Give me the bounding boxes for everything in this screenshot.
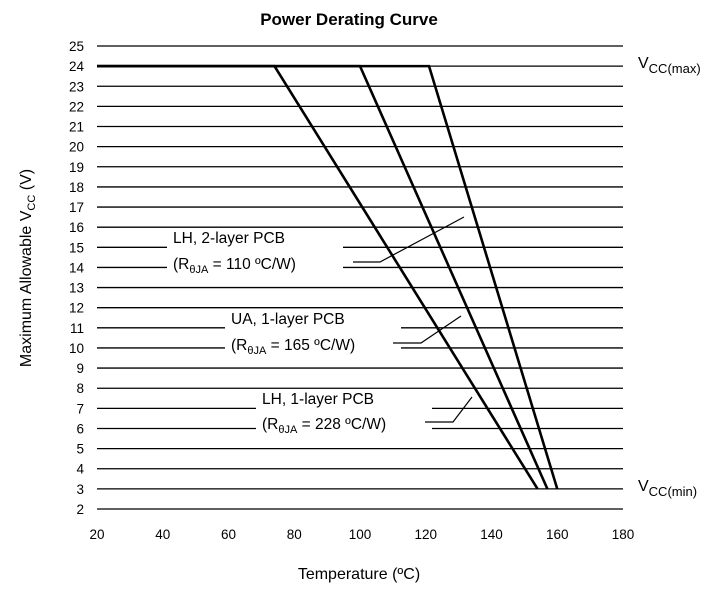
y-axis-label: Maximum Allowable VCC (V) [18, 169, 38, 367]
y-tick-label: 20 [69, 140, 84, 155]
y-tick-label: 17 [69, 200, 84, 215]
series-annotations: LH, 2-layer PCB (RθJA = 110 ºC/W) UA, 1-la… [167, 216, 473, 436]
annotation-background [167, 228, 343, 275]
y-tick-label: 19 [69, 160, 84, 175]
y-tick-label: 6 [76, 421, 84, 436]
y-tick-label: 11 [70, 321, 84, 336]
x-axis-ticks: 20 40 60 80 100 120 140 160 180 [89, 527, 634, 542]
y-tick-label: 13 [69, 281, 84, 296]
y-tick-label: 12 [69, 301, 84, 316]
series-line-3 [97, 64, 539, 490]
annotation-line2: (RθJA = 228 ºC/W) [262, 416, 386, 436]
x-tick-label: 80 [287, 527, 302, 542]
x-tick-label: 100 [349, 527, 372, 542]
chart-title: Power Derating Curve [260, 10, 438, 29]
annotation-line1: LH, 2-layer PCB [173, 230, 285, 247]
annotation-line2: (RθJA = 110 ºC/W) [173, 256, 296, 276]
x-tick-label: 160 [546, 527, 569, 542]
y-tick-label: 8 [76, 381, 84, 396]
annotation-line2: (RθJA = 165 ºC/W) [231, 337, 355, 357]
series-lines [97, 64, 559, 490]
leader-line [425, 396, 473, 423]
y-tick-label: 10 [69, 341, 84, 356]
y-tick-label: 16 [69, 220, 84, 235]
x-tick-label: 20 [89, 527, 104, 542]
leader-line [393, 315, 462, 344]
y-tick-label: 9 [76, 361, 84, 376]
y-tick-label: 3 [76, 482, 84, 497]
x-tick-label: 180 [612, 527, 635, 542]
annotation-line1: LH, 1-layer PCB [262, 391, 374, 408]
y-tick-label: 23 [69, 79, 84, 94]
annotation-background [225, 309, 401, 356]
x-tick-label: 140 [480, 527, 503, 542]
grid-lines [97, 45, 623, 510]
y-tick-label: 22 [69, 99, 84, 114]
annotation-background [256, 389, 432, 436]
y-tick-label: 15 [69, 240, 84, 255]
y-tick-label: 4 [76, 462, 84, 477]
annotation-line1: UA, 1-layer PCB [231, 311, 345, 328]
y-tick-label: 21 [69, 120, 84, 135]
y-tick-label: 7 [76, 401, 84, 416]
leader-line [353, 216, 465, 263]
y-tick-label: 5 [76, 442, 84, 457]
vcc-min-label: VCC(min) [638, 478, 697, 499]
vcc-max-label: VCC(max) [638, 55, 701, 76]
y-tick-label: 2 [76, 502, 84, 517]
y-tick-label: 14 [69, 260, 85, 275]
y-tick-label: 24 [69, 59, 85, 74]
y-tick-label: 25 [69, 39, 84, 54]
x-tick-label: 60 [221, 527, 236, 542]
y-tick-label: 18 [69, 180, 84, 195]
x-axis-label: Temperature (ºC) [298, 566, 420, 583]
reference-labels: VCC(max) VCC(min) [638, 55, 701, 499]
x-tick-label: 120 [414, 527, 437, 542]
x-tick-label: 40 [155, 527, 170, 542]
